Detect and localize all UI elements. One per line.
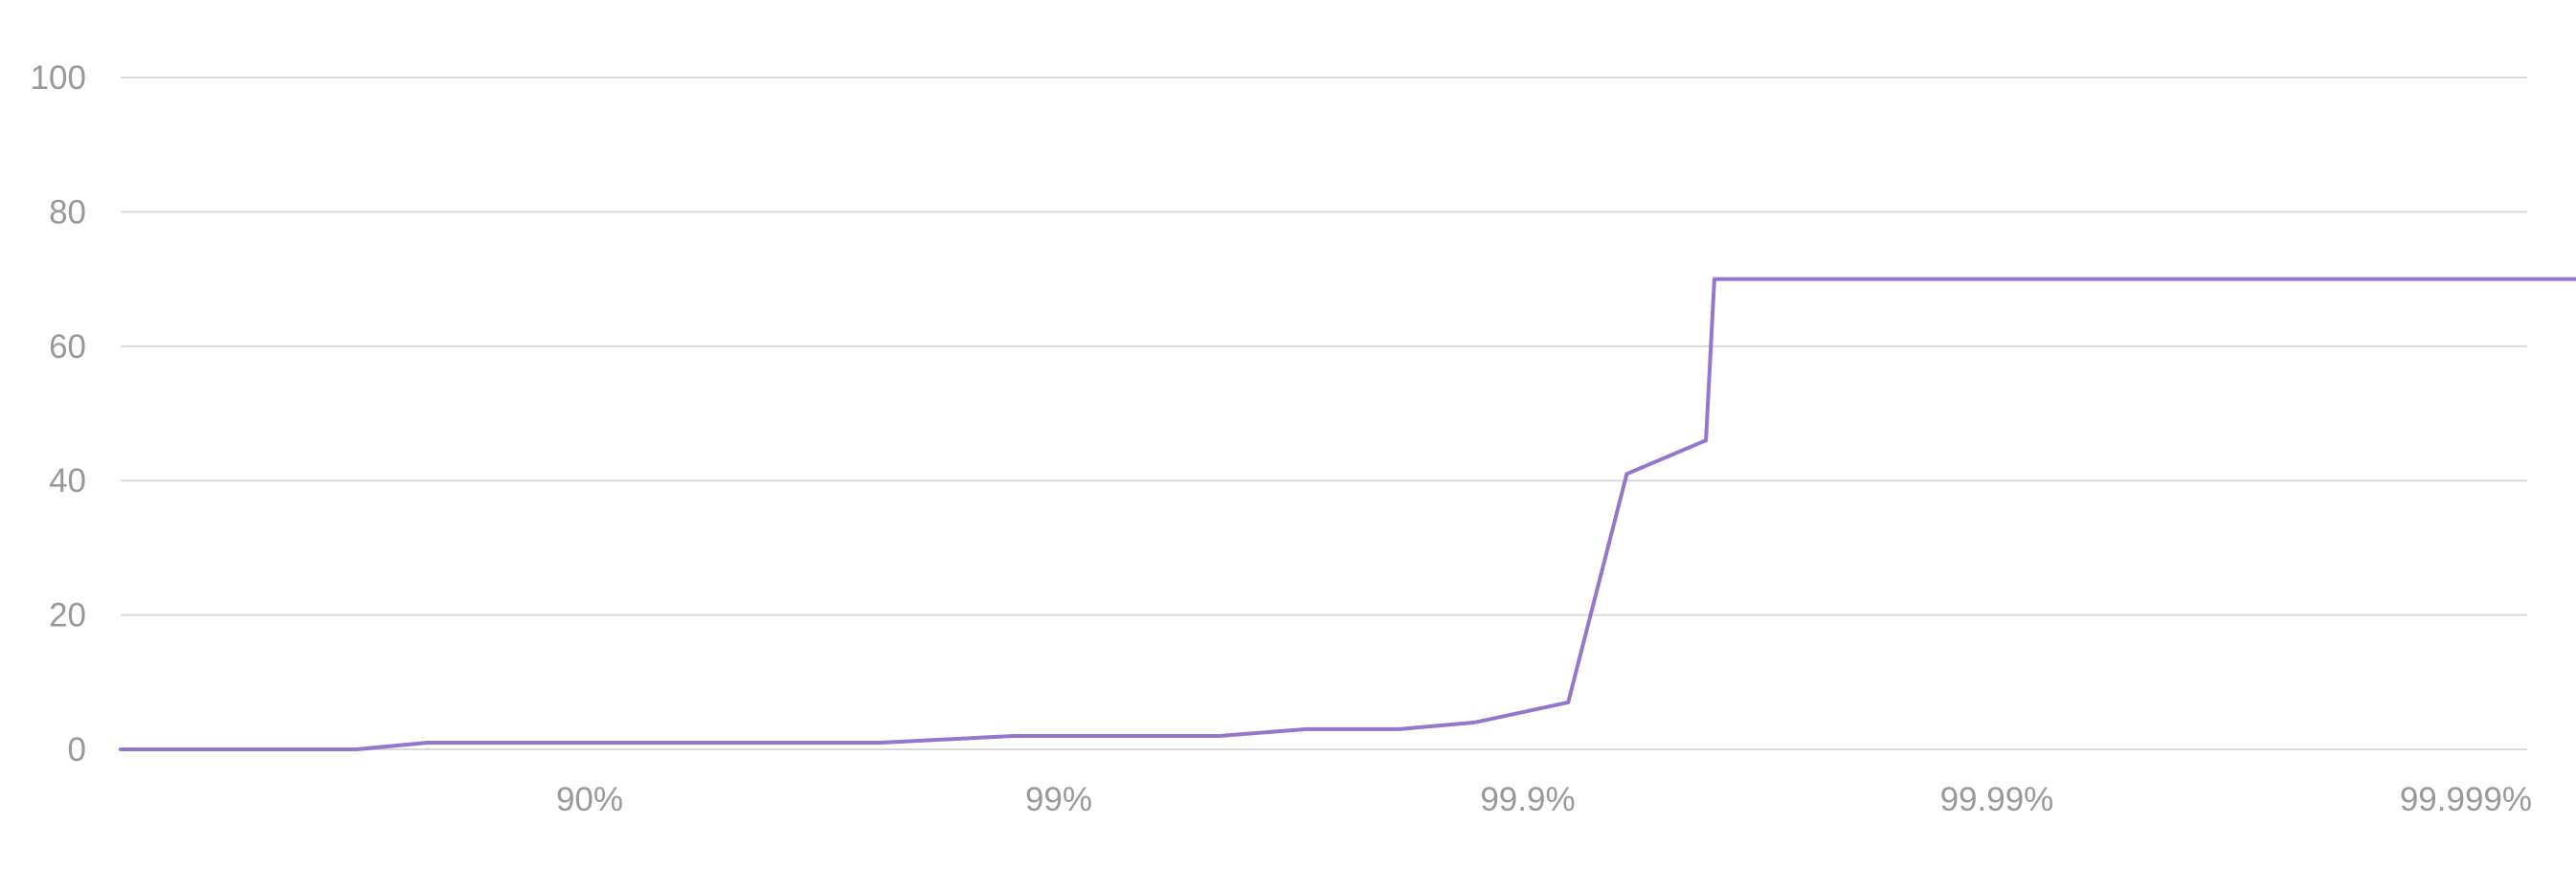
y-axis-tick-labels: 0 20 40 60 80 100 — [31, 59, 86, 769]
series-layer — [119, 277, 2576, 751]
x-tick-label: 99.99% — [1940, 781, 2054, 818]
y-tick-label: 0 — [68, 731, 86, 769]
y-tick-label: 100 — [31, 59, 86, 97]
y-tick-label: 80 — [49, 193, 86, 231]
x-tick-label: 99.999% — [2400, 781, 2532, 818]
gridlines — [121, 77, 2527, 750]
y-tick-label: 60 — [49, 328, 86, 366]
x-axis-tick-labels: 90% 99% 99.9% 99.99% 99.999% — [556, 781, 2532, 818]
x-tick-label: 99.9% — [1480, 781, 1575, 818]
series-line-0 — [119, 277, 2576, 751]
y-tick-label: 20 — [49, 597, 86, 635]
y-tick-label: 40 — [49, 462, 86, 500]
x-tick-label: 90% — [556, 781, 623, 818]
x-tick-label: 99% — [1025, 781, 1092, 818]
